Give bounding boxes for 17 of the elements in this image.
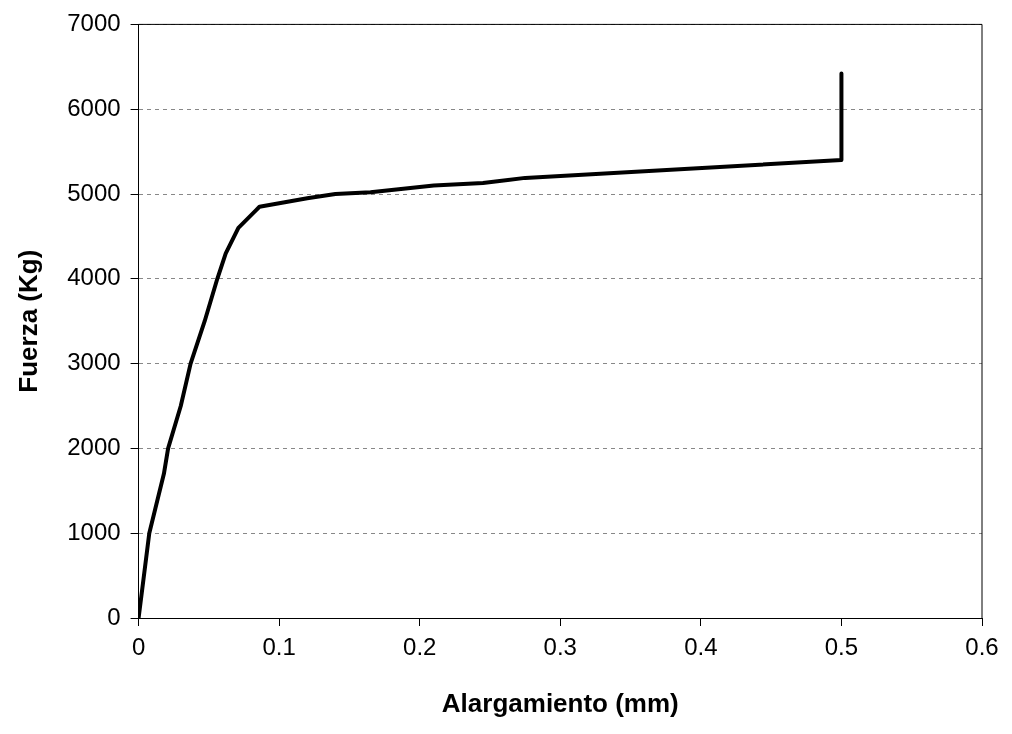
x-tick-label: 0.4	[684, 633, 718, 661]
y-tick-label: 4000	[67, 263, 121, 291]
x-tick-label: 0.1	[262, 633, 296, 661]
x-axis-title: Alargamiento (mm)	[441, 687, 679, 718]
x-tick-label: 0.5	[824, 633, 859, 661]
x-tick-label: 0.2	[403, 633, 437, 661]
y-tick-label: 0	[107, 602, 121, 630]
x-tick-label: 0.6	[965, 633, 999, 661]
y-tick-label: 6000	[67, 93, 121, 121]
y-tick-label: 1000	[67, 517, 121, 545]
y-tick-label: 3000	[67, 348, 121, 376]
y-axis-title: Fuerza (Kg)	[12, 249, 43, 393]
y-tick-label: 2000	[67, 433, 121, 461]
y-tick-label: 7000	[67, 9, 121, 37]
x-tick-label: 0	[131, 633, 146, 661]
x-tick-label: 0.3	[543, 633, 577, 661]
y-tick-label: 5000	[67, 178, 121, 206]
